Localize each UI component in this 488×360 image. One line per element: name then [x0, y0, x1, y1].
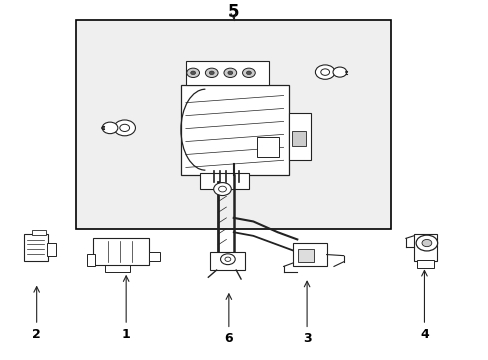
Bar	[185, 61, 268, 85]
Bar	[24, 234, 48, 261]
Text: 5: 5	[227, 3, 239, 21]
Circle shape	[320, 69, 329, 75]
Bar	[256, 137, 278, 157]
Text: 1: 1	[122, 328, 130, 341]
Bar	[210, 252, 245, 270]
Text: 3: 3	[302, 332, 311, 345]
Circle shape	[421, 239, 431, 247]
Circle shape	[209, 71, 214, 75]
Bar	[413, 234, 436, 261]
Bar	[291, 131, 305, 146]
Circle shape	[218, 186, 226, 192]
Circle shape	[220, 254, 235, 265]
Bar	[47, 243, 56, 256]
Bar	[93, 238, 149, 265]
Circle shape	[246, 71, 251, 75]
Circle shape	[186, 68, 199, 77]
Circle shape	[315, 65, 334, 79]
Bar	[416, 260, 433, 268]
Circle shape	[102, 122, 118, 134]
Circle shape	[227, 71, 232, 75]
Circle shape	[213, 183, 231, 195]
Bar	[32, 230, 46, 235]
Circle shape	[224, 68, 236, 77]
Circle shape	[332, 67, 346, 77]
Bar	[293, 243, 326, 266]
Circle shape	[114, 120, 135, 136]
Circle shape	[415, 235, 437, 251]
Circle shape	[242, 68, 255, 77]
Bar	[149, 252, 160, 261]
Bar	[200, 173, 249, 189]
Bar	[181, 85, 288, 175]
Text: 6: 6	[224, 332, 233, 345]
Circle shape	[120, 124, 129, 131]
Text: 4: 4	[419, 328, 428, 341]
Bar	[298, 249, 313, 262]
Text: 2: 2	[32, 328, 41, 341]
Bar	[76, 20, 390, 229]
Circle shape	[205, 68, 218, 77]
Bar	[288, 113, 310, 160]
Bar	[86, 254, 95, 266]
Circle shape	[190, 71, 195, 75]
Circle shape	[224, 257, 230, 261]
